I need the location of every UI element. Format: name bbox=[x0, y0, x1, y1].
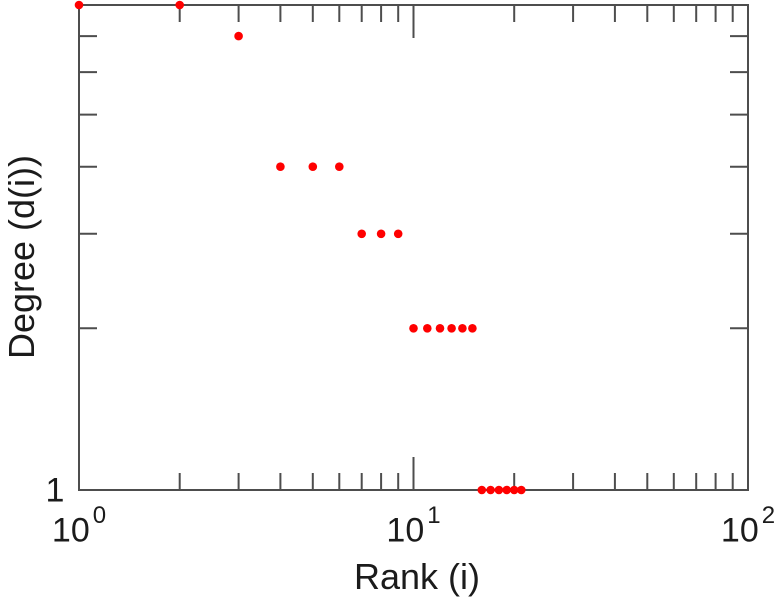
data-point bbox=[393, 229, 403, 239]
data-point bbox=[447, 324, 456, 333]
data-point bbox=[458, 324, 467, 333]
data-point bbox=[423, 324, 432, 333]
data-point bbox=[435, 324, 445, 333]
x-tick-base: 10 bbox=[720, 511, 759, 550]
data-point bbox=[234, 31, 243, 41]
data-point bbox=[486, 485, 495, 495]
x-tick-label-100: 10 2 bbox=[720, 502, 775, 550]
x-tick-label-10: 10 1 bbox=[386, 502, 440, 550]
data-point bbox=[335, 162, 344, 171]
x-tick-base: 10 bbox=[51, 511, 90, 550]
data-point bbox=[74, 0, 84, 10]
data-point bbox=[409, 324, 418, 333]
y-tick-label: 1 bbox=[45, 471, 65, 510]
data-point bbox=[517, 485, 526, 495]
x-tick-exponent: 0 bbox=[92, 502, 107, 529]
data-point bbox=[175, 0, 184, 10]
x-tick-base: 10 bbox=[386, 511, 425, 550]
data-point bbox=[477, 485, 487, 495]
data-point bbox=[494, 485, 504, 495]
data-point bbox=[276, 162, 285, 171]
data-point bbox=[502, 485, 512, 495]
x-axis-label: Rank (i) bbox=[353, 556, 481, 597]
data-point bbox=[468, 324, 477, 333]
data-point bbox=[357, 229, 367, 239]
x-tick-exponent: 2 bbox=[761, 502, 776, 529]
data-point bbox=[509, 485, 519, 495]
data-point bbox=[376, 229, 386, 239]
x-tick-label-1: 10 0 bbox=[51, 502, 106, 550]
y-axis-label: Degree (d(i)) bbox=[1, 154, 42, 360]
plot-frame bbox=[78, 4, 749, 491]
data-point bbox=[308, 162, 318, 171]
x-tick-exponent: 1 bbox=[427, 502, 441, 529]
